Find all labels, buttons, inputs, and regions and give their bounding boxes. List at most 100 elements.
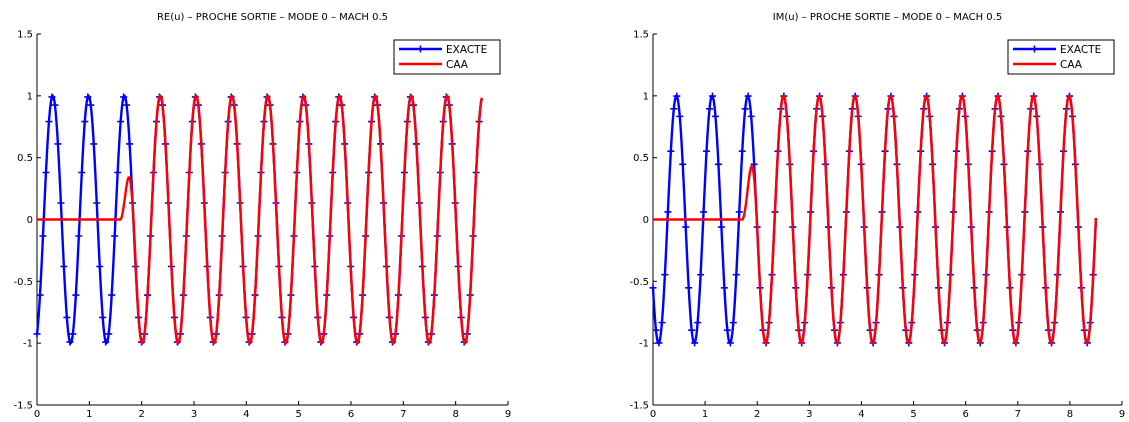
x-tick-label: 8	[1067, 409, 1073, 420]
y-tick-label: 0.5	[633, 153, 649, 164]
chart-title: RE(u) – PROCHE SORTIE – MODE 0 – MACH 0.…	[157, 12, 388, 23]
data-point	[744, 92, 752, 100]
data-point	[57, 199, 65, 207]
y-tick-label: 1	[27, 91, 33, 102]
data-point	[706, 105, 714, 113]
x-tick-label: 6	[962, 409, 968, 420]
x-tick-label: 6	[348, 409, 354, 420]
x-tick-label: 7	[400, 409, 406, 420]
y-tick-label: 1.5	[633, 30, 649, 41]
data-point	[45, 118, 53, 126]
legend-label-caa: CAA	[446, 59, 469, 71]
data-point	[747, 112, 755, 120]
x-tick-label: 4	[858, 409, 864, 420]
data-point	[105, 330, 113, 338]
data-point	[117, 118, 125, 126]
x-tick-label: 3	[806, 409, 812, 420]
data-point	[735, 208, 743, 216]
x-tick-label: 5	[295, 409, 301, 420]
legend: EXACTE CAA	[393, 39, 501, 75]
data-point	[66, 338, 74, 346]
x-tick-label: 9	[505, 409, 511, 420]
data-point	[711, 112, 719, 120]
data-point	[741, 105, 749, 113]
data-point	[676, 112, 684, 120]
data-point	[96, 262, 104, 270]
series-line-caa	[652, 94, 1098, 345]
data-point	[87, 101, 95, 109]
data-point	[750, 160, 758, 168]
legend-box	[393, 39, 501, 75]
y-tick-label: 0	[643, 215, 649, 226]
data-point	[72, 291, 80, 299]
data-point	[84, 93, 92, 101]
data-point	[655, 339, 663, 347]
data-point	[720, 284, 728, 292]
x-tick-label: 0	[650, 409, 656, 420]
subplot-1: RE(u) – PROCHE SORTIE – MODE 0 – MACH 0.…	[13, 12, 511, 420]
x-tick-label: 1	[86, 409, 92, 420]
data-point	[682, 223, 690, 231]
data-point	[667, 147, 675, 155]
data-point	[703, 147, 711, 155]
data-point	[658, 319, 666, 327]
legend-box	[1007, 39, 1115, 75]
data-point	[75, 232, 83, 240]
data-point	[732, 271, 740, 279]
y-tick-label: -0.5	[629, 277, 649, 288]
y-tick-label: -0.5	[13, 277, 33, 288]
data-point	[688, 326, 696, 334]
data-point	[708, 92, 716, 100]
data-point	[661, 271, 669, 279]
data-point	[126, 140, 134, 148]
subplot-2: IM(u) – PROCHE SORTIE – MODE 0 – MACH 0.…	[629, 12, 1125, 420]
data-point	[694, 319, 702, 327]
data-point	[123, 101, 131, 109]
data-point	[48, 93, 56, 101]
data-point	[664, 208, 672, 216]
x-tick-label: 4	[243, 409, 249, 420]
data-point	[685, 284, 693, 292]
data-point	[63, 313, 71, 321]
data-point	[54, 140, 62, 148]
data-point	[81, 118, 89, 126]
data-point	[717, 223, 725, 231]
data-point	[738, 147, 746, 155]
y-tick-label: 1	[643, 91, 649, 102]
data-point	[99, 313, 107, 321]
y-tick-label: 0.5	[17, 153, 33, 164]
data-point	[697, 271, 705, 279]
y-tick-label: 1.5	[17, 30, 33, 41]
data-point	[120, 93, 128, 101]
data-point	[723, 326, 731, 334]
data-point	[673, 92, 681, 100]
legend-label-exacte: EXACTE	[1060, 44, 1101, 56]
x-tick-label: 1	[702, 409, 708, 420]
data-point	[93, 199, 101, 207]
x-tick-label: 2	[138, 409, 144, 420]
data-point	[33, 330, 41, 338]
y-tick-label: -1	[639, 339, 649, 350]
data-point	[729, 319, 737, 327]
data-point	[36, 291, 44, 299]
x-tick-label: 3	[191, 409, 197, 420]
data-point	[714, 160, 722, 168]
data-point	[114, 169, 122, 177]
y-tick-label: -1.5	[629, 401, 649, 412]
data-point	[102, 338, 110, 346]
x-tick-label: 0	[34, 409, 40, 420]
legend-marker	[417, 45, 424, 53]
data-point	[60, 262, 68, 270]
data-point	[726, 339, 734, 347]
x-tick-label: 9	[1119, 409, 1125, 420]
data-point	[69, 330, 77, 338]
data-point	[108, 291, 116, 299]
x-tick-label: 7	[1015, 409, 1021, 420]
data-point	[670, 105, 678, 113]
data-point	[679, 160, 687, 168]
data-point	[111, 232, 119, 240]
chart-title: IM(u) – PROCHE SORTIE – MODE 0 – MACH 0.…	[773, 12, 1002, 23]
legend: EXACTE CAA	[1007, 39, 1115, 75]
legend-label-caa: CAA	[1060, 59, 1083, 71]
